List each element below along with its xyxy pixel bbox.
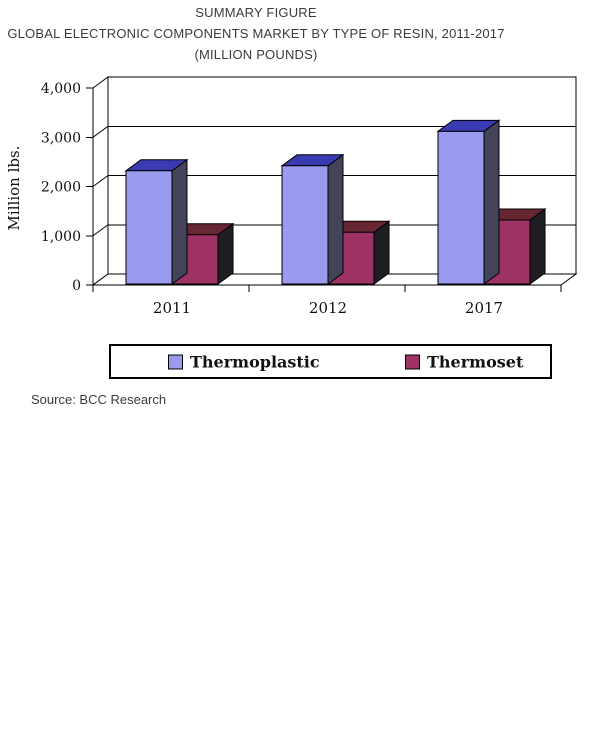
bar-side-Thermoplastic-2011 xyxy=(171,158,188,285)
legend-item-thermoset: Thermoset xyxy=(405,352,523,371)
x-category-label: 2012 xyxy=(309,299,347,317)
thermoplastic-swatch xyxy=(168,354,183,369)
bar-Thermoplastic-2017 xyxy=(437,130,485,285)
grid-connector xyxy=(92,224,109,237)
y-tick-label: 1,000 xyxy=(41,229,81,245)
bar-Thermoplastic-2012 xyxy=(281,165,329,285)
bar-side-Thermoset-2017 xyxy=(529,207,546,285)
title-line-3: (MILLION POUNDS) xyxy=(194,47,318,62)
x-category-label: 2011 xyxy=(153,299,191,317)
thermoset-swatch xyxy=(405,354,420,369)
title-line-2: GLOBAL ELECTRONIC COMPONENTS MARKET BY T… xyxy=(7,26,505,41)
x-category-label: 2017 xyxy=(465,299,503,317)
chart-title-block: SUMMARY FIGURE GLOBAL ELECTRONIC COMPONE… xyxy=(0,2,512,65)
bar-side-Thermoplastic-2017 xyxy=(483,119,500,285)
bar-chart-3d: 0 1,000 2,000 3,000 4,000 2011 2012 2017 xyxy=(41,76,578,317)
grid-connector xyxy=(92,175,109,187)
legend-label-thermoplastic: Thermoplastic xyxy=(190,352,320,371)
y-tick-label: 3,000 xyxy=(41,130,81,146)
bar-side-Thermoplastic-2012 xyxy=(327,153,344,285)
y-axis-title: Million lbs. xyxy=(5,145,23,231)
bar-Thermoplastic-2011 xyxy=(125,170,173,285)
y-tick-label: 0 xyxy=(72,278,81,294)
grid-connector xyxy=(92,125,109,138)
legend-item-thermoplastic: Thermoplastic xyxy=(168,352,320,371)
source-note: Source: BCC Research xyxy=(31,392,167,407)
y-tick-label: 2,000 xyxy=(41,180,81,196)
legend-box: Thermoplastic Thermoset xyxy=(109,344,552,379)
legend-label-thermoset: Thermoset xyxy=(427,352,524,371)
y-tick-label: 4,000 xyxy=(41,81,81,97)
title-line-1: SUMMARY FIGURE xyxy=(195,5,317,20)
